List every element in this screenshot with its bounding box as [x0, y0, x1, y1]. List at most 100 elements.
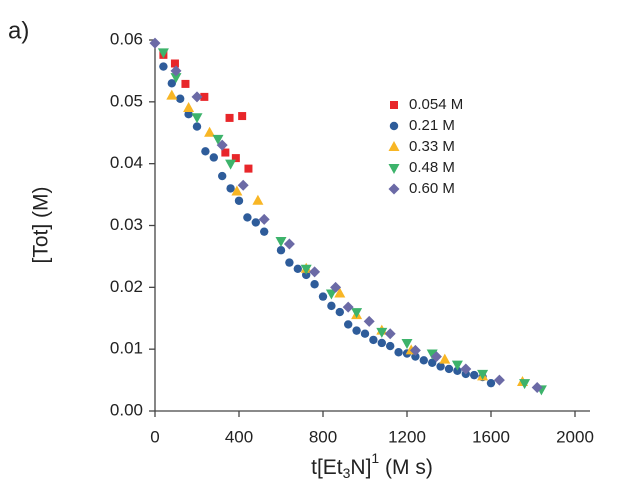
- point: [310, 280, 319, 289]
- legend-marker: [388, 141, 400, 151]
- y-tick-label: 0.02: [110, 277, 143, 296]
- point: [260, 227, 269, 236]
- point: [325, 289, 337, 300]
- point: [401, 338, 413, 349]
- point: [237, 179, 249, 191]
- point: [231, 185, 243, 196]
- point: [486, 378, 496, 388]
- x-tick-label: 1200: [388, 427, 426, 446]
- point: [251, 218, 260, 227]
- point: [352, 326, 361, 335]
- point: [157, 48, 169, 59]
- point: [426, 349, 438, 360]
- point: [283, 238, 295, 250]
- point: [302, 270, 311, 280]
- legend-label: 0.48 M: [409, 159, 455, 176]
- point: [409, 344, 421, 356]
- point: [439, 353, 451, 364]
- point: [200, 92, 209, 101]
- point: [285, 258, 294, 267]
- point: [453, 366, 462, 376]
- x-label-sup: 1: [371, 450, 379, 466]
- point: [477, 369, 489, 380]
- x-label-sub: 3: [343, 465, 351, 481]
- x-tick-label: 800: [309, 427, 337, 446]
- point: [394, 348, 403, 357]
- point: [183, 102, 195, 113]
- legend-marker: [390, 101, 398, 109]
- point: [226, 184, 235, 193]
- point: [293, 264, 302, 273]
- point: [170, 59, 179, 68]
- point: [327, 301, 336, 311]
- point: [360, 329, 370, 338]
- point: [170, 73, 182, 84]
- point: [318, 292, 328, 301]
- point: [238, 112, 247, 121]
- x-axis-label: t[Et3N]1 (M s): [311, 450, 433, 481]
- point: [176, 94, 185, 103]
- legend-label: 0.60 M: [409, 180, 455, 197]
- y-tick-label: 0.03: [110, 215, 143, 234]
- x-label-part: (M s): [379, 456, 433, 479]
- x-label-part: N]: [350, 456, 371, 479]
- legend-marker: [389, 121, 399, 131]
- point: [167, 79, 176, 88]
- point: [419, 356, 428, 365]
- y-tick-label: 0.06: [110, 29, 143, 48]
- point: [192, 122, 202, 131]
- point: [221, 148, 230, 157]
- point: [218, 171, 227, 181]
- point: [184, 110, 193, 119]
- point: [344, 320, 353, 329]
- point: [386, 341, 395, 351]
- point: [428, 358, 437, 367]
- point: [377, 338, 386, 348]
- point: [470, 370, 479, 380]
- point: [166, 89, 178, 100]
- point: [451, 360, 463, 371]
- point: [335, 307, 344, 317]
- point: [363, 315, 375, 327]
- point: [411, 352, 420, 361]
- point: [159, 62, 168, 71]
- panel-label: a): [8, 17, 29, 44]
- point: [436, 362, 445, 371]
- point: [493, 374, 505, 386]
- point: [225, 113, 234, 122]
- point: [225, 159, 237, 170]
- point: [216, 139, 228, 151]
- point: [309, 266, 321, 278]
- point: [181, 79, 190, 88]
- point: [351, 308, 363, 319]
- point: [191, 91, 203, 103]
- point: [519, 379, 531, 390]
- x-tick-label: 0: [150, 427, 159, 446]
- point: [369, 335, 378, 345]
- point: [191, 113, 203, 124]
- point: [342, 301, 354, 313]
- legend-label: 0.33 M: [409, 138, 455, 155]
- y-tick-label: 0.01: [110, 339, 143, 358]
- point: [531, 382, 543, 394]
- point: [170, 65, 182, 77]
- x-tick-label: 1600: [472, 427, 510, 446]
- point: [212, 134, 224, 145]
- point: [244, 164, 253, 173]
- point: [204, 126, 216, 137]
- y-axis-label: [Tot] (M): [30, 187, 53, 264]
- legend-marker: [388, 183, 400, 195]
- point: [234, 196, 244, 205]
- point: [460, 363, 472, 375]
- point: [334, 287, 346, 298]
- y-tick-label: 0.04: [110, 153, 143, 172]
- legend-label: 0.21 M: [409, 117, 455, 134]
- point: [209, 153, 218, 162]
- point: [300, 264, 312, 275]
- point: [444, 364, 454, 374]
- point: [384, 328, 396, 340]
- point: [252, 194, 264, 205]
- point: [330, 281, 342, 293]
- x-tick-label: 400: [225, 427, 253, 446]
